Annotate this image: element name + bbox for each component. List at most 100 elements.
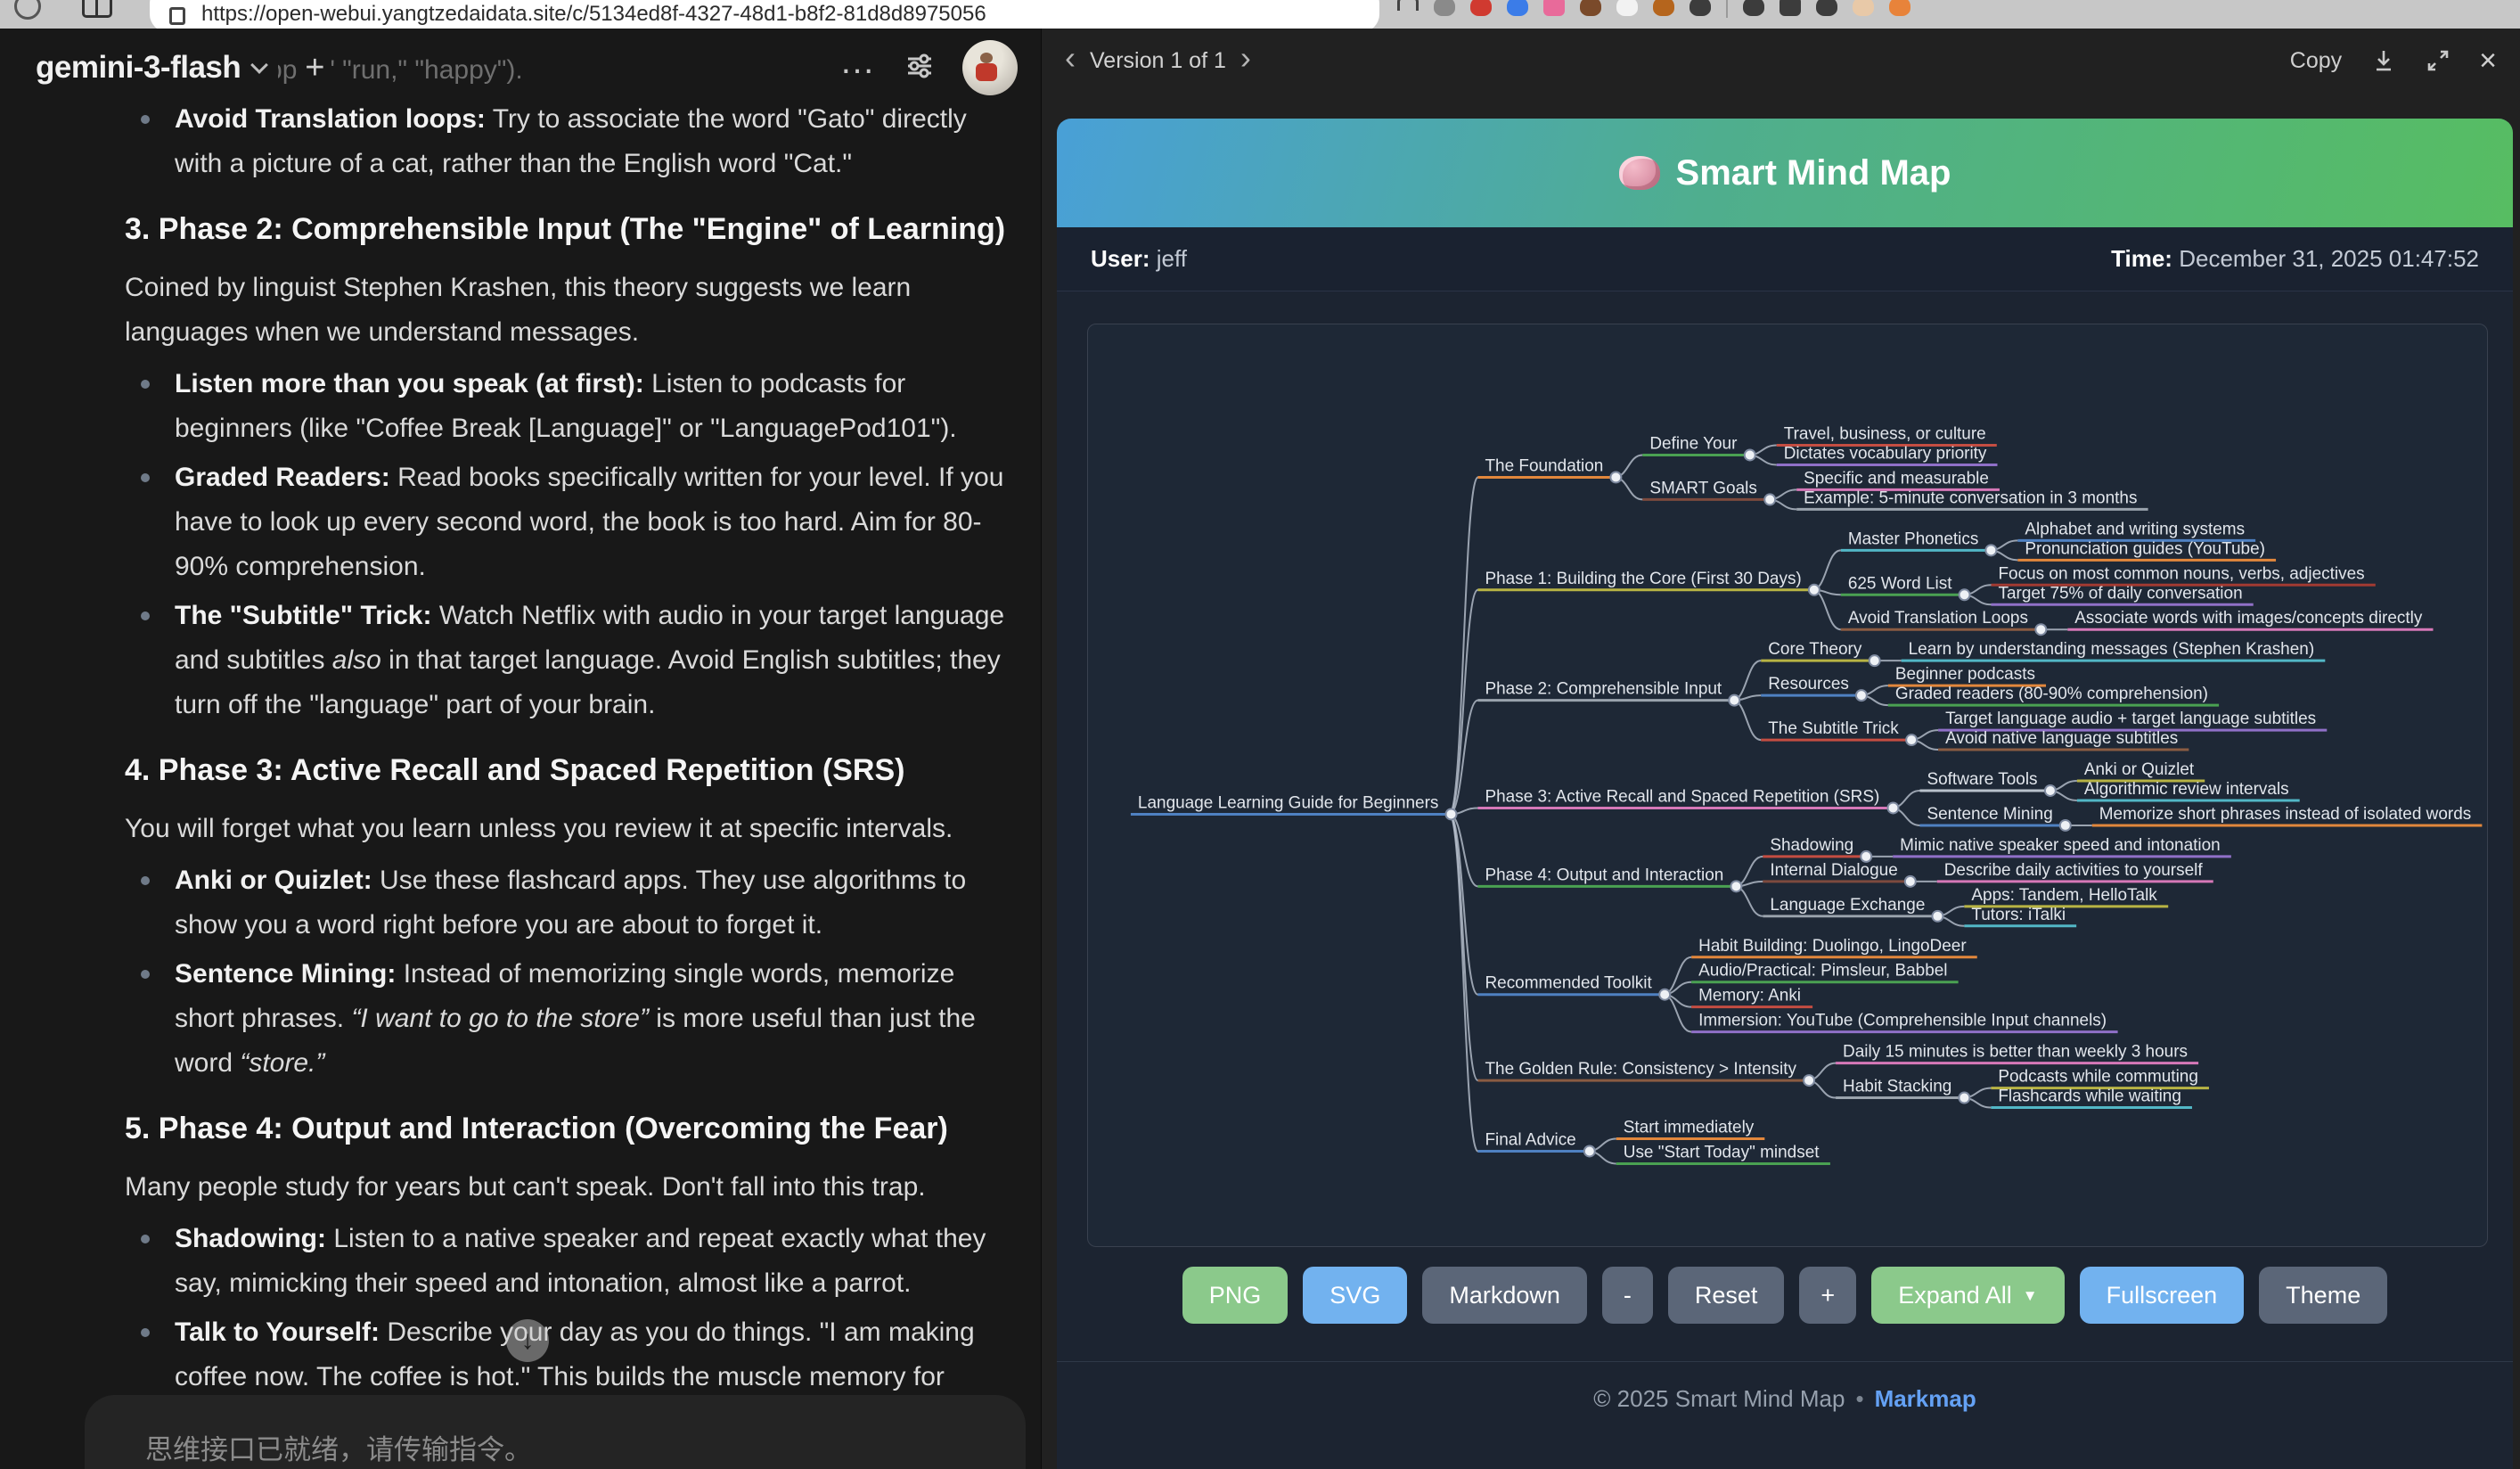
doc-heading: 5. Phase 4: Output and Interaction (Over… (125, 1112, 948, 1145)
svg-text:Tutors: iTalki: Tutors: iTalki (1971, 906, 2066, 924)
svg-text:Daily 15 minutes is better tha: Daily 15 minutes is better than weekly 3… (1843, 1043, 2188, 1062)
doc-bullet: Shadowing: Listen to a native speaker an… (125, 1217, 1014, 1306)
fullscreen-icon[interactable] (2426, 48, 2450, 73)
extension-icon-dark1[interactable] (1690, 0, 1711, 16)
svg-text:Memorize short phrases instead: Memorize short phrases instead of isolat… (2099, 805, 2472, 824)
reset-button[interactable]: Reset (1667, 1267, 1785, 1324)
svg-text:Example: 5-minute conversation: Example: 5-minute conversation in 3 mont… (1804, 488, 2137, 507)
overflow-menu-icon[interactable]: … (839, 41, 877, 81)
svg-text:Phase 4: Output and Interactio: Phase 4: Output and Interaction (1485, 866, 1723, 884)
svg-text:Final Advice: Final Advice (1485, 1130, 1575, 1149)
doc-bullet: Talk to Yourself: Describe your day as y… (125, 1310, 1014, 1399)
bullet-dot (141, 1328, 150, 1337)
separator (1726, 0, 1728, 18)
-button[interactable]: + (1799, 1267, 1857, 1324)
svg-text:Habit Building: Duolingo, Ling: Habit Building: Duolingo, LingoDeer (1698, 937, 1967, 956)
chat-transcript: (e.g., "apple," "run," "happy"). Avoid Tr… (0, 29, 1041, 1469)
url-text: https://open-webui.yangtzedaidata.site/c… (201, 2, 986, 26)
-button[interactable]: - (1601, 1267, 1653, 1324)
doc-bullet: Avoid Translation loops: Try to associat… (125, 97, 1014, 186)
svg-text:Specific and measurable: Specific and measurable (1804, 469, 1989, 488)
svg-text:625 Word List: 625 Word List (1848, 574, 1952, 593)
svg-button[interactable]: SVG (1303, 1267, 1408, 1324)
version-prev-icon[interactable]: ‹ (1065, 39, 1076, 76)
doc-heading: 4. Phase 3: Active Recall and Spaced Rep… (125, 753, 905, 787)
time-info: Time: December 31, 2025 01:47:52 (2111, 245, 2479, 272)
svg-text:Avoid Translation Loops: Avoid Translation Loops (1848, 609, 2028, 628)
svg-text:Focus on most common nouns, ve: Focus on most common nouns, verbs, adjec… (1998, 564, 2364, 583)
reload-icon[interactable] (14, 0, 41, 20)
svg-text:Memory: Anki: Memory: Anki (1698, 987, 1801, 1005)
extension-icon-orange[interactable] (1889, 0, 1910, 16)
extension-icon-brown[interactable] (1580, 0, 1601, 16)
svg-text:Recommended Toolkit: Recommended Toolkit (1485, 974, 1652, 993)
svg-text:Alphabet and writing systems: Alphabet and writing systems (2025, 520, 2245, 538)
profile-avatar-icon[interactable] (1853, 0, 1874, 16)
extension-icon-red[interactable] (1470, 0, 1492, 16)
doc-heading: 3. Phase 2: Comprehensible Input (The "E… (125, 212, 1006, 246)
model-name: gemini-3-flash (36, 50, 241, 85)
svg-text:Anki or Quizlet: Anki or Quizlet (2084, 760, 2195, 779)
version-label: Version 1 of 1 (1090, 47, 1226, 73)
tab-grid-icon[interactable] (82, 0, 112, 18)
svg-text:Phase 2: Comprehensible Input: Phase 2: Comprehensible Input (1485, 680, 1722, 699)
svg-text:Algorithmic review intervals: Algorithmic review intervals (2084, 780, 2289, 799)
svg-text:Learn by understanding message: Learn by understanding messages (Stephen… (1909, 640, 2315, 659)
footer-divider (1057, 1361, 2513, 1362)
brain-icon (1618, 156, 1660, 190)
browser-toolbar: https://open-webui.yangtzedaidata.site/c… (0, 0, 2520, 32)
chevron-down-icon (250, 56, 269, 74)
svg-text:Pronunciation guides (YouTube): Pronunciation guides (YouTube) (2025, 539, 2265, 558)
copy-button[interactable]: Copy (2289, 47, 2343, 73)
markmap-link[interactable]: Markmap (1874, 1385, 1976, 1412)
extension-icon-dark2[interactable] (1743, 0, 1764, 16)
fullscreen-button[interactable]: Fullscreen (2079, 1267, 2245, 1324)
download-icon[interactable] (2370, 47, 2397, 74)
bullet-dot (141, 970, 150, 979)
scroll-to-bottom-button[interactable]: ↓ (506, 1319, 549, 1362)
extension-icon-tan[interactable] (1653, 0, 1674, 16)
svg-text:Sentence Mining: Sentence Mining (1927, 805, 2052, 824)
doc-bullet: The "Subtitle" Trick: Watch Netflix with… (125, 594, 1014, 727)
svg-text:Software Tools: Software Tools (1927, 770, 2037, 789)
extension-icon-white[interactable] (1616, 0, 1638, 16)
svg-text:Avoid native language subtitle: Avoid native language subtitles (1945, 729, 2178, 748)
url-bar[interactable]: https://open-webui.yangtzedaidata.site/c… (150, 0, 1379, 32)
user-avatar[interactable] (962, 40, 1018, 95)
extension-icon-pink[interactable] (1543, 0, 1565, 16)
svg-text:Podcasts while commuting: Podcasts while commuting (1998, 1068, 2198, 1087)
extension-icon-dark3[interactable] (1780, 0, 1801, 16)
theme-button[interactable]: Theme (2259, 1267, 2388, 1324)
svg-text:Core Theory: Core Theory (1768, 640, 1862, 659)
svg-text:Target language audio + target: Target language audio + target language … (1945, 710, 2316, 728)
svg-text:Target 75% of daily conversati: Target 75% of daily conversation (1998, 584, 2242, 603)
extension-icon-gray[interactable] (1434, 0, 1455, 16)
model-selector[interactable]: gemini-3-flash (36, 50, 279, 86)
bullet-dot (141, 611, 150, 620)
svg-text:Beginner podcasts: Beginner podcasts (1895, 665, 2035, 684)
svg-text:Shadowing: Shadowing (1770, 836, 1853, 855)
app-title: Smart Mind Map (1675, 152, 1951, 193)
version-navigator: ‹ Version 1 of 1 › (1065, 42, 1251, 74)
chat-panel: (e.g., "apple," "run," "happy"). Avoid Tr… (0, 29, 1042, 1469)
chat-header: gemini-3-flash + … (36, 39, 1018, 96)
new-chat-button[interactable]: + (298, 48, 332, 87)
png-button[interactable]: PNG (1182, 1267, 1289, 1324)
bookmark-icon[interactable] (1397, 0, 1419, 11)
svg-text:Flashcards while waiting: Flashcards while waiting (1998, 1087, 2181, 1106)
close-icon[interactable]: × (2479, 44, 2497, 78)
svg-text:The Subtitle Trick: The Subtitle Trick (1768, 719, 1899, 738)
card-footer: © 2025 Smart Mind Map • Markmap (1593, 1385, 1976, 1412)
extension-icon-dark4[interactable] (1816, 0, 1837, 16)
doc-bullet: Anki or Quizlet: Use these flashcard app… (125, 858, 1014, 948)
controls-sliders-icon[interactable] (904, 50, 936, 86)
meta-bar: User: jeff Time: December 31, 2025 01:47… (1057, 227, 2513, 291)
expand-all-button[interactable]: Expand All ▼ (1871, 1267, 2065, 1324)
chat-input-placeholder: 思维接口已就绪，请传输指令。 (145, 1434, 532, 1465)
chat-input[interactable]: 思维接口已就绪，请传输指令。 (85, 1395, 1026, 1469)
markdown-button[interactable]: Markdown (1422, 1267, 1587, 1324)
extension-icon-blue[interactable] (1507, 0, 1528, 16)
mindmap-canvas[interactable]: Language Learning Guide for Beginners The… (1087, 324, 2488, 1247)
doc-bullet: Listen more than you speak (at first): L… (125, 362, 1014, 451)
version-next-icon[interactable]: › (1240, 39, 1251, 76)
